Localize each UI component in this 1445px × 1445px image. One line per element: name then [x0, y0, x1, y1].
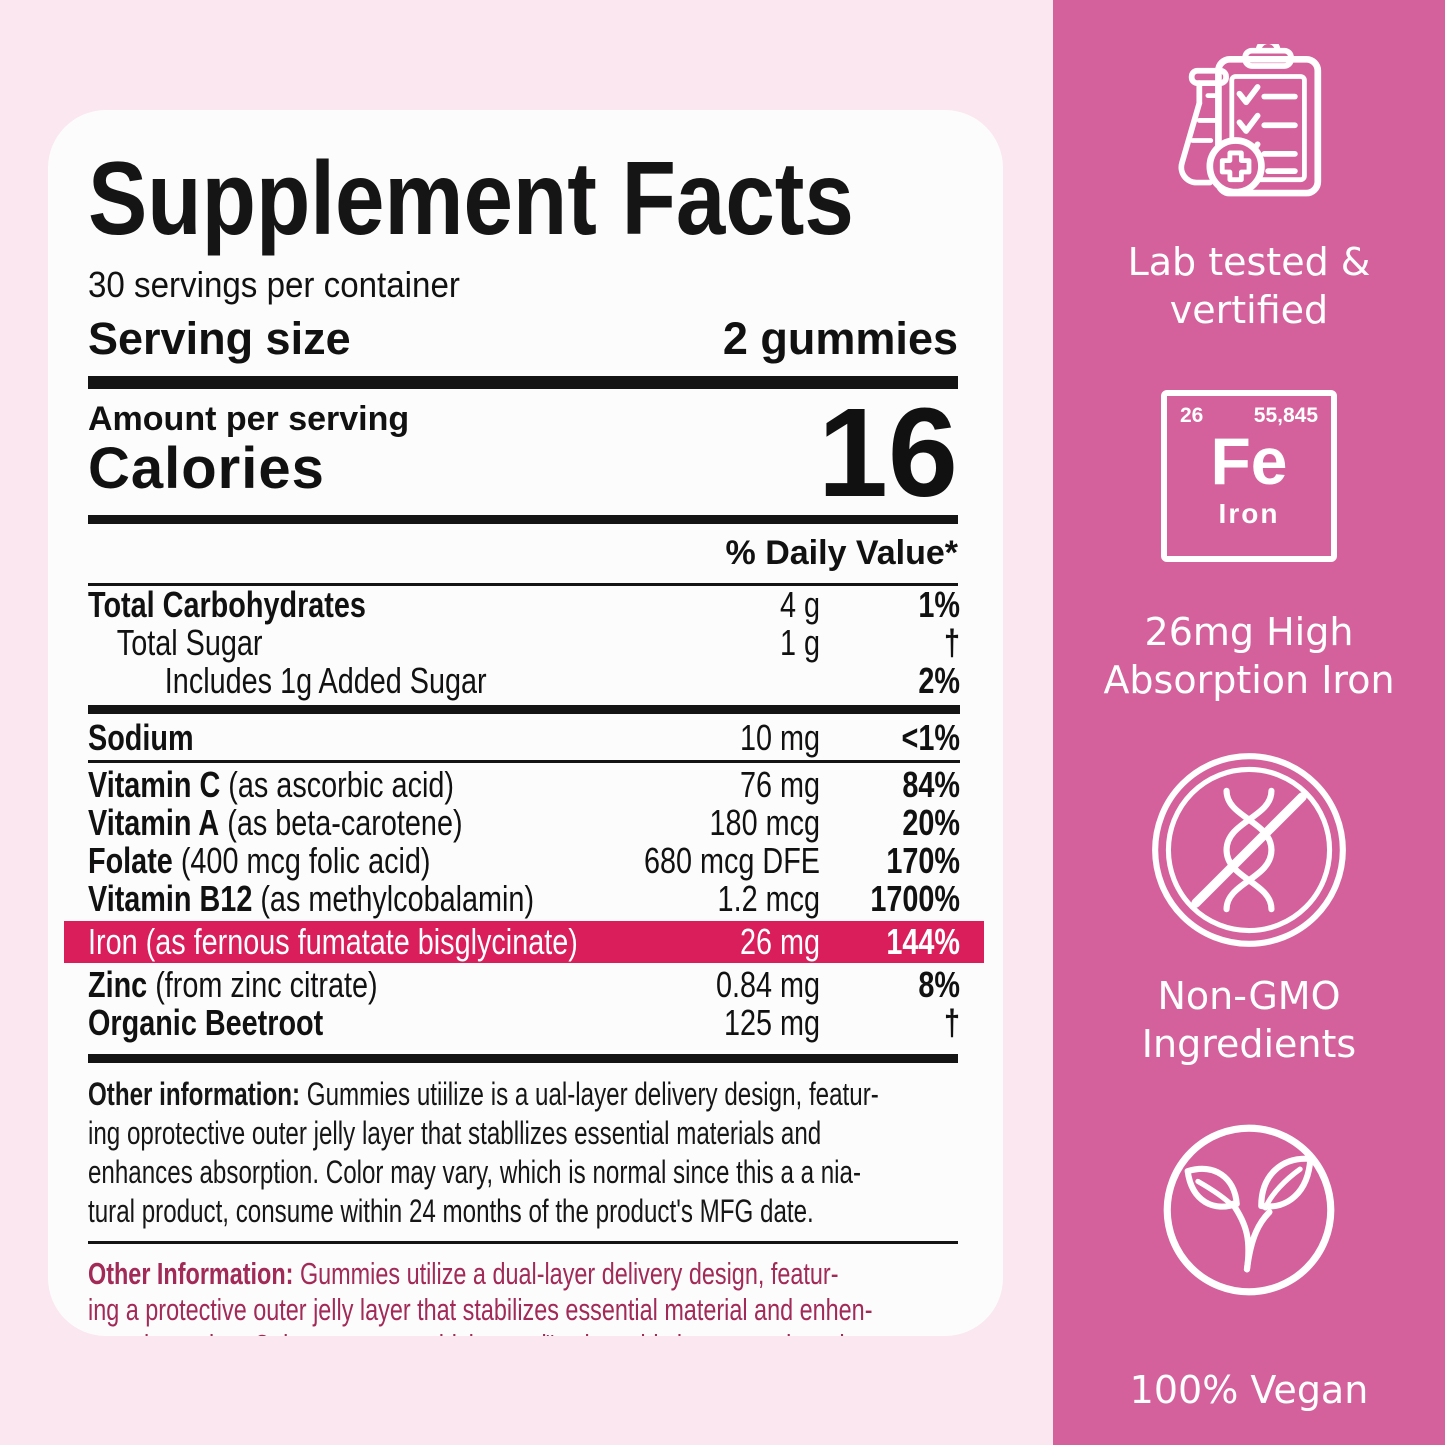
fe-atomic-mass: 55,845 — [1253, 404, 1318, 427]
divider-medium-bottom — [88, 1053, 958, 1063]
other-info-paragraph-2: Other Information: Gummies utilize a dua… — [88, 1256, 971, 1336]
fe-symbol: Fe — [1210, 424, 1288, 498]
calories-label: Calories — [88, 435, 325, 501]
nutrient-row: Total Carbohydrates 4 g 1% — [88, 586, 960, 624]
nutrient-row: Vitamin A (as beta-carotene) 180 mcg 20% — [88, 804, 960, 842]
lab-tested-label: Lab tested & vertified — [1127, 240, 1371, 332]
nutrient-name: Organic Beetroot — [88, 1001, 324, 1043]
nutrient-rows: Total Carbohydrates 4 g 1% Total Sugar 1 g † I… — [64, 586, 984, 1042]
feature-sidebar: Lab tested & vertified 26 55,845 Fe Iron… — [1053, 0, 1445, 1445]
nutrient-amount: 76 mg — [739, 763, 820, 805]
nutrient-amount: 1.2 mcg — [717, 877, 820, 919]
amount-per-serving-label: Amount per serving — [88, 399, 410, 438]
fe-name: Iron — [1218, 498, 1280, 529]
divider-thin-bottom — [88, 1240, 958, 1244]
daily-value-header: % Daily Value* — [725, 533, 958, 572]
nutrient-daily-value: † — [943, 621, 960, 663]
vegan-leaf-icon — [1163, 1124, 1335, 1296]
nutrient-daily-value: 1700% — [870, 877, 960, 919]
nutrient-daily-value: 144% — [886, 920, 960, 962]
other-info-1-label: Other information: — [88, 1075, 301, 1112]
nutrient-name: Includes 1g Added Sugar — [164, 659, 487, 701]
nutrient-row: Zinc (from zinc citrate) 0.84 mg 8% — [88, 966, 960, 1004]
divider-medium — [88, 514, 958, 524]
nutrient-name: Vitamin A (as beta-carotene) — [88, 801, 463, 843]
nutrient-row-iron-highlight: Iron (as fernous fumatate bisglycinate) 2… — [64, 920, 984, 963]
other-info-2-label: Other Information: — [88, 1255, 294, 1291]
vegan-label: 100% Vegan — [1129, 1368, 1369, 1412]
serving-size-label: Serving size — [88, 313, 351, 365]
divider-thin — [88, 582, 958, 586]
nutrient-amount: 680 mcg DFE — [643, 839, 820, 881]
nutrient-daily-value: 20% — [902, 801, 960, 843]
nutrient-daily-value: 2% — [918, 659, 960, 701]
nutrient-name: Total Carbohydrates — [88, 583, 366, 625]
nutrient-name: Sodium — [88, 716, 194, 758]
other-info-paragraph-1: Other information: Gummies utiilize is a… — [88, 1075, 964, 1231]
calories-block: Amount per serving Calories 16 — [88, 381, 958, 523]
nutrient-daily-value: 84% — [902, 763, 960, 805]
other-info-1-text: Gummies utiilize is a ual-layer delivery… — [88, 1075, 879, 1229]
non-gmo-label: Non-GMO Ingredients — [1141, 974, 1357, 1066]
nutrient-row: Vitamin C (as ascorbic acid) 76 mg 84% — [88, 766, 960, 804]
calories-value: 16 — [817, 381, 958, 523]
high-absorption-iron-label: 26mg High Absorption Iron — [1103, 610, 1395, 702]
divider-thick — [88, 375, 958, 389]
nutrient-daily-value: 1% — [918, 583, 960, 625]
nutrient-name: Total Sugar — [116, 621, 263, 663]
nutrient-row: Folate (400 mcg folic acid) 680 mcg DFE 17… — [88, 842, 960, 880]
nutrient-name: Folate (400 mcg folic acid) — [88, 839, 431, 881]
separator-thick — [88, 704, 960, 714]
nutrient-name: Iron (as fernous fumatate bisglycinate) — [88, 920, 578, 962]
supplement-facts-title: Supplement Facts — [88, 141, 854, 257]
nutrient-row: Vitamin B12 (as methylcobalamin) 1.2 mcg 1… — [88, 880, 960, 918]
nutrient-name: Zinc (from zinc citrate) — [88, 963, 378, 1005]
nutrient-amount: 0.84 mg — [715, 963, 820, 1005]
fe-atomic-number: 26 — [1180, 404, 1204, 427]
serving-size-value: 2 gummies — [722, 313, 958, 365]
nutrient-daily-value: 170% — [886, 839, 960, 881]
nutrient-amount: 180 mcg — [709, 801, 820, 843]
nutrient-amount: 1 g — [779, 621, 820, 663]
non-gmo-icon — [1152, 753, 1346, 947]
lab-tested-icon — [1178, 44, 1322, 197]
nutrient-amount: 10 mg — [739, 716, 820, 758]
servings-per-container: 30 servings per container — [88, 264, 460, 306]
nutrient-row: Total Sugar 1 g † — [88, 624, 960, 662]
nutrient-amount: 4 g — [779, 583, 820, 625]
nutrient-amount: 125 mg — [723, 1001, 820, 1043]
nutrient-amount: 26 mg — [739, 920, 820, 962]
fe-periodic-element: 26 55,845 Fe Iron — [1161, 390, 1337, 562]
nutrient-row: Sodium 10 mg <1% — [88, 719, 960, 757]
other-info-2-text: Gummies utilize a dual-layer delivery de… — [88, 1255, 889, 1336]
nutrient-daily-value: <1% — [901, 716, 960, 758]
supplement-facts-panel: Supplement Facts 30 servings per contain… — [48, 110, 1003, 1336]
separator-thin — [88, 759, 960, 763]
nutrient-row: Organic Beetroot 125 mg † — [88, 1004, 960, 1042]
nutrient-daily-value: 8% — [918, 963, 960, 1005]
nutrient-name: Vitamin B12 (as methylcobalamin) — [88, 877, 535, 919]
nutrient-name: Vitamin C (as ascorbic acid) — [88, 763, 454, 805]
nutrient-row: Includes 1g Added Sugar 2% — [88, 662, 960, 700]
serving-size-row: Serving size 2 gummies — [88, 314, 958, 364]
nutrient-daily-value: † — [943, 1001, 960, 1043]
